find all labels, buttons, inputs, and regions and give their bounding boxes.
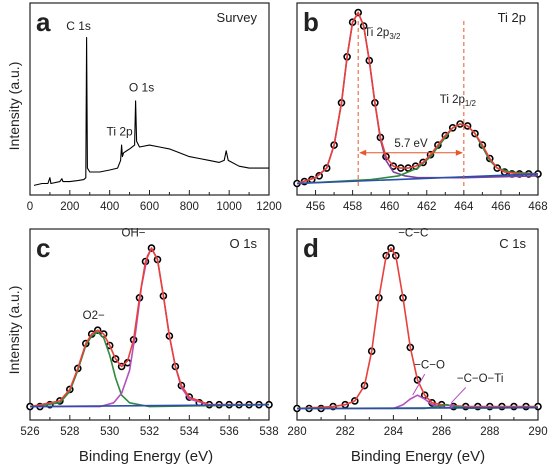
x-tick-label: 280 (287, 426, 306, 438)
x-axis-label-left: Binding Energy (eV) (79, 448, 213, 465)
panel-title: C 1s (499, 236, 526, 251)
annotation-oh: OH− (122, 228, 146, 240)
separation-arrowhead-left (359, 149, 367, 156)
plot-frame (29, 228, 270, 421)
annotation-coti: −C−O−Ti (457, 373, 504, 385)
x-tick-label: 0 (27, 201, 33, 213)
x-tick-label: 282 (336, 426, 355, 438)
panel-a: 0 200 400 600 800 1000 1200 a Survey C 1s Ti 2p O 1… (27, 2, 282, 213)
annotation-ti2p: Ti 2p (106, 124, 133, 138)
x-tick-label: 528 (60, 426, 79, 438)
panel-c: 526 528 530 532 534 536 538 c O 1s O2− OH− (20, 228, 278, 438)
x-tick-label: 400 (100, 201, 119, 213)
series-line-1 (296, 247, 538, 410)
series-line-4 (29, 403, 270, 408)
x-tick-label: 462 (417, 201, 436, 213)
x-tick-label: 456 (306, 201, 325, 213)
x-tick-label: 460 (380, 201, 399, 213)
x-tick-label: 286 (432, 426, 451, 438)
separation-arrowhead-right (455, 149, 463, 156)
series-line-4 (296, 406, 539, 410)
series-points-0 (26, 244, 273, 411)
annotation-ti2p32: Ti 2p3/2 (364, 27, 401, 41)
panel-b: 456 458 460 462 464 466 468 b Ti 2p Ti 2p3/2 Ti 2p… (293, 2, 548, 213)
x-axis-label-right: Binding Energy (eV) (351, 448, 485, 465)
series-line-0 (33, 37, 269, 186)
series-line-4 (296, 173, 539, 185)
x-tick-label: 290 (528, 426, 547, 438)
panel-title: O 1s (230, 236, 258, 251)
series-line-3 (296, 11, 538, 185)
x-tick-label: 468 (528, 201, 547, 213)
x-tick-label: 538 (259, 426, 278, 438)
annotation-co: −C−O (414, 359, 445, 371)
panel-d: 280 282 284 286 288 290 d C 1s −C−C −C−O −C−O−Ti (287, 228, 547, 438)
x-tick-label: 466 (491, 201, 510, 213)
annotation-cc: −C−C (398, 228, 428, 240)
series-line-1 (29, 331, 270, 408)
panel-letter: a (36, 7, 51, 37)
x-tick-label: 464 (454, 201, 474, 213)
y-axis-label-top: Intensity (a.u.) (6, 62, 22, 151)
annotation-o1s: O 1s (129, 80, 154, 94)
series-points-0 (293, 8, 542, 188)
plot-frame (296, 2, 539, 196)
y-axis-label-bottom: Intensity (a.u.) (6, 286, 22, 375)
x-tick-label: 288 (480, 426, 499, 438)
series-line-2 (30, 247, 269, 408)
annotation-co-pointer (412, 373, 426, 396)
series-line-1 (296, 11, 539, 185)
series-line-2 (297, 394, 538, 410)
annotation-o2: O2− (83, 310, 105, 322)
x-tick-label: 536 (220, 426, 239, 438)
annotation-coti-pointer (450, 387, 467, 404)
x-ticks: 456 458 460 462 464 466 468 (306, 190, 548, 213)
annotation-c1s: C 1s (66, 19, 91, 33)
x-tick-label: 530 (100, 426, 119, 438)
x-ticks: 526 528 530 532 534 536 538 (20, 415, 279, 438)
annotation-coti-arrowhead (448, 403, 454, 409)
x-tick-label: 200 (60, 201, 79, 213)
x-ticks: 0 200 400 600 800 1000 1200 (27, 190, 282, 213)
annotation-ti2p12: Ti 2p1/2 (440, 94, 477, 108)
x-tick-label: 458 (343, 201, 362, 213)
x-tick-label: 600 (140, 201, 159, 213)
x-tick-label: 534 (180, 426, 200, 438)
x-tick-label: 800 (180, 201, 199, 213)
panel-title: Survey (217, 10, 258, 25)
x-ticks: 280 282 284 286 288 290 (287, 415, 548, 438)
x-tick-label: 1200 (256, 201, 282, 213)
panel-letter: d (303, 233, 319, 263)
x-tick-label: 532 (140, 426, 159, 438)
x-tick-label: 1000 (216, 201, 242, 213)
series-line-3 (29, 247, 269, 408)
data-point (315, 172, 324, 180)
panel-letter: c (36, 233, 50, 263)
plot-frame (296, 228, 539, 421)
x-tick-label: 526 (20, 426, 39, 438)
panel-letter: b (303, 7, 319, 37)
panel-title: Ti 2p (498, 10, 526, 25)
separation-label: 5.7 eV (394, 138, 428, 150)
panels: 0 200 400 600 800 1000 1200 a Survey C 1s Ti 2p O 1… (20, 2, 548, 438)
x-tick-label: 284 (384, 426, 404, 438)
